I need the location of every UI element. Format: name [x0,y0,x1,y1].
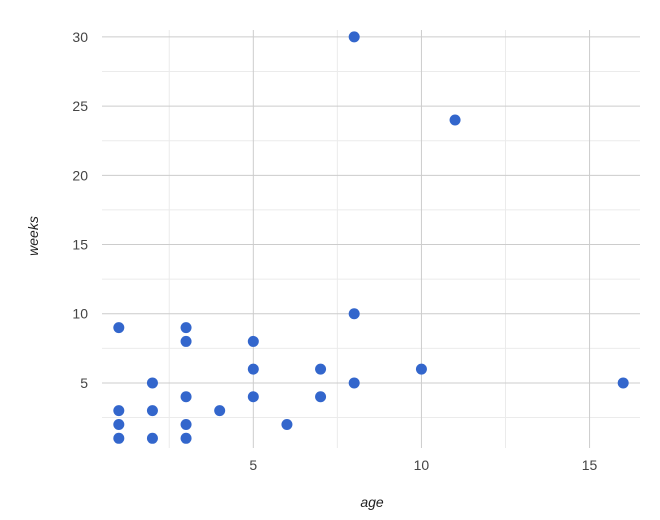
data-point [348,31,360,43]
data-point [113,432,125,444]
data-point [146,405,158,417]
data-points [113,31,629,444]
x-axis-tick-labels: 5 10 15 [249,457,597,473]
data-point [214,405,226,417]
data-point [180,322,192,334]
data-point [113,322,125,334]
data-point [146,432,158,444]
y-tick-label: 10 [72,306,88,322]
x-tick-label: 5 [249,457,257,473]
y-tick-label: 20 [72,167,88,183]
minor-gridlines [102,30,640,448]
x-tick-label: 15 [582,457,598,473]
data-point [180,391,192,403]
data-point [180,432,192,444]
y-tick-label: 15 [72,237,88,253]
data-point [315,363,327,375]
data-point [146,377,158,389]
data-point [348,377,360,389]
data-point [348,308,360,320]
data-point [180,335,192,347]
y-tick-label: 25 [72,98,88,114]
data-point [315,391,327,403]
x-tick-label: 10 [414,457,430,473]
data-point [617,377,629,389]
y-tick-label: 5 [80,375,88,391]
y-tick-label: 30 [72,29,88,45]
y-axis-tick-labels: 5 10 15 20 25 30 [72,29,88,391]
data-point [113,405,125,417]
data-point [281,418,293,430]
x-axis-title: age [360,494,384,510]
data-point [415,363,427,375]
data-point [449,114,461,126]
data-point [113,418,125,430]
major-gridlines [102,30,640,448]
data-point [180,418,192,430]
y-axis-title: weeks [25,216,41,256]
data-point [247,335,259,347]
data-point [247,391,259,403]
data-point [247,363,259,375]
